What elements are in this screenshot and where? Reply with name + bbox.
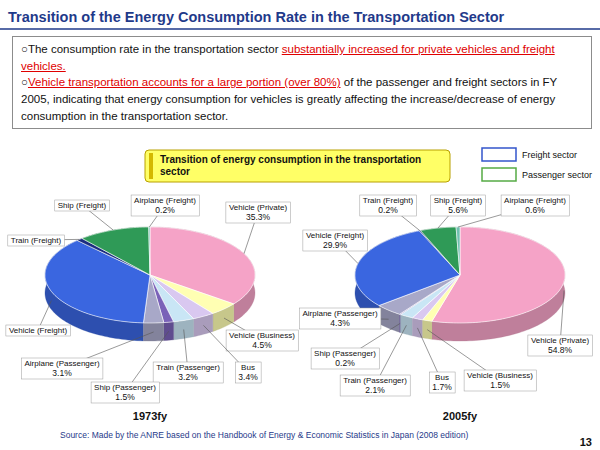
svg-text:2005fy: 2005fy (443, 410, 478, 422)
svg-text:Airplane (Freight)0.6%: Airplane (Freight)0.6% (504, 196, 566, 215)
svg-text:Vehicle (Private)35.3%: Vehicle (Private)35.3% (229, 203, 288, 222)
html-text:○The consumption rate in the t: ○The consumption rate in the transportat… (21, 43, 555, 72)
svg-text:Passenger sector: Passenger sector (522, 170, 592, 180)
svg-text:Vehicle (Freight): Vehicle (Freight) (9, 326, 68, 335)
svg-text:Ship (Freight): Ship (Freight) (58, 201, 107, 210)
svg-text:1973fy: 1973fy (133, 410, 168, 422)
svg-text:Train (Freight)0.2%: Train (Freight)0.2% (363, 196, 414, 215)
svg-text:Bus1.7%: Bus1.7% (432, 373, 452, 392)
svg-text:Ship (Passenger)1.5%: Ship (Passenger)1.5% (94, 383, 156, 402)
svg-text:Freight sector: Freight sector (522, 150, 577, 160)
svg-text:Train (Passenger)2.1%: Train (Passenger)2.1% (343, 376, 407, 395)
svg-text:Vehicle (Business)4.5%: Vehicle (Business)4.5% (229, 331, 295, 350)
svg-text:Ship (Freight)5.6%: Ship (Freight)5.6% (434, 196, 483, 215)
svg-text:13: 13 (580, 436, 592, 448)
svg-text:Vehicle (Private)54.8%: Vehicle (Private)54.8% (531, 336, 590, 355)
svg-text:Airplane (Passenger)4.3%: Airplane (Passenger)4.3% (302, 309, 377, 328)
svg-text:Ship (Passenger)0.2%: Ship (Passenger)0.2% (314, 349, 376, 368)
svg-text:Transition of energy consumpti: Transition of energy consumption in the … (160, 154, 421, 177)
svg-text:Transition of the Energy Consu: Transition of the Energy Consumption Rat… (8, 9, 505, 25)
svg-text:Airplane (Passenger)3.1%: Airplane (Passenger)3.1% (24, 359, 99, 378)
svg-text:Vehicle (Business)1.5%: Vehicle (Business)1.5% (467, 371, 533, 390)
html-text:○ Vehicle transportation accou: ○ Vehicle transportation accounts for a … (21, 76, 557, 122)
svg-text:Train (Passenger)3.2%: Train (Passenger)3.2% (156, 363, 220, 382)
svg-text:Airplane (Freight)0.2%: Airplane (Freight)0.2% (134, 196, 196, 215)
svg-text:Source: Made by the ANRE based: Source: Made by the ANRE based on the Ha… (60, 430, 468, 440)
svg-text:Train (Freight): Train (Freight) (11, 236, 62, 245)
svg-text:Vehicle (Freight)29.9%: Vehicle (Freight)29.9% (306, 231, 365, 250)
svg-text:Bus3.4%: Bus3.4% (238, 363, 258, 382)
